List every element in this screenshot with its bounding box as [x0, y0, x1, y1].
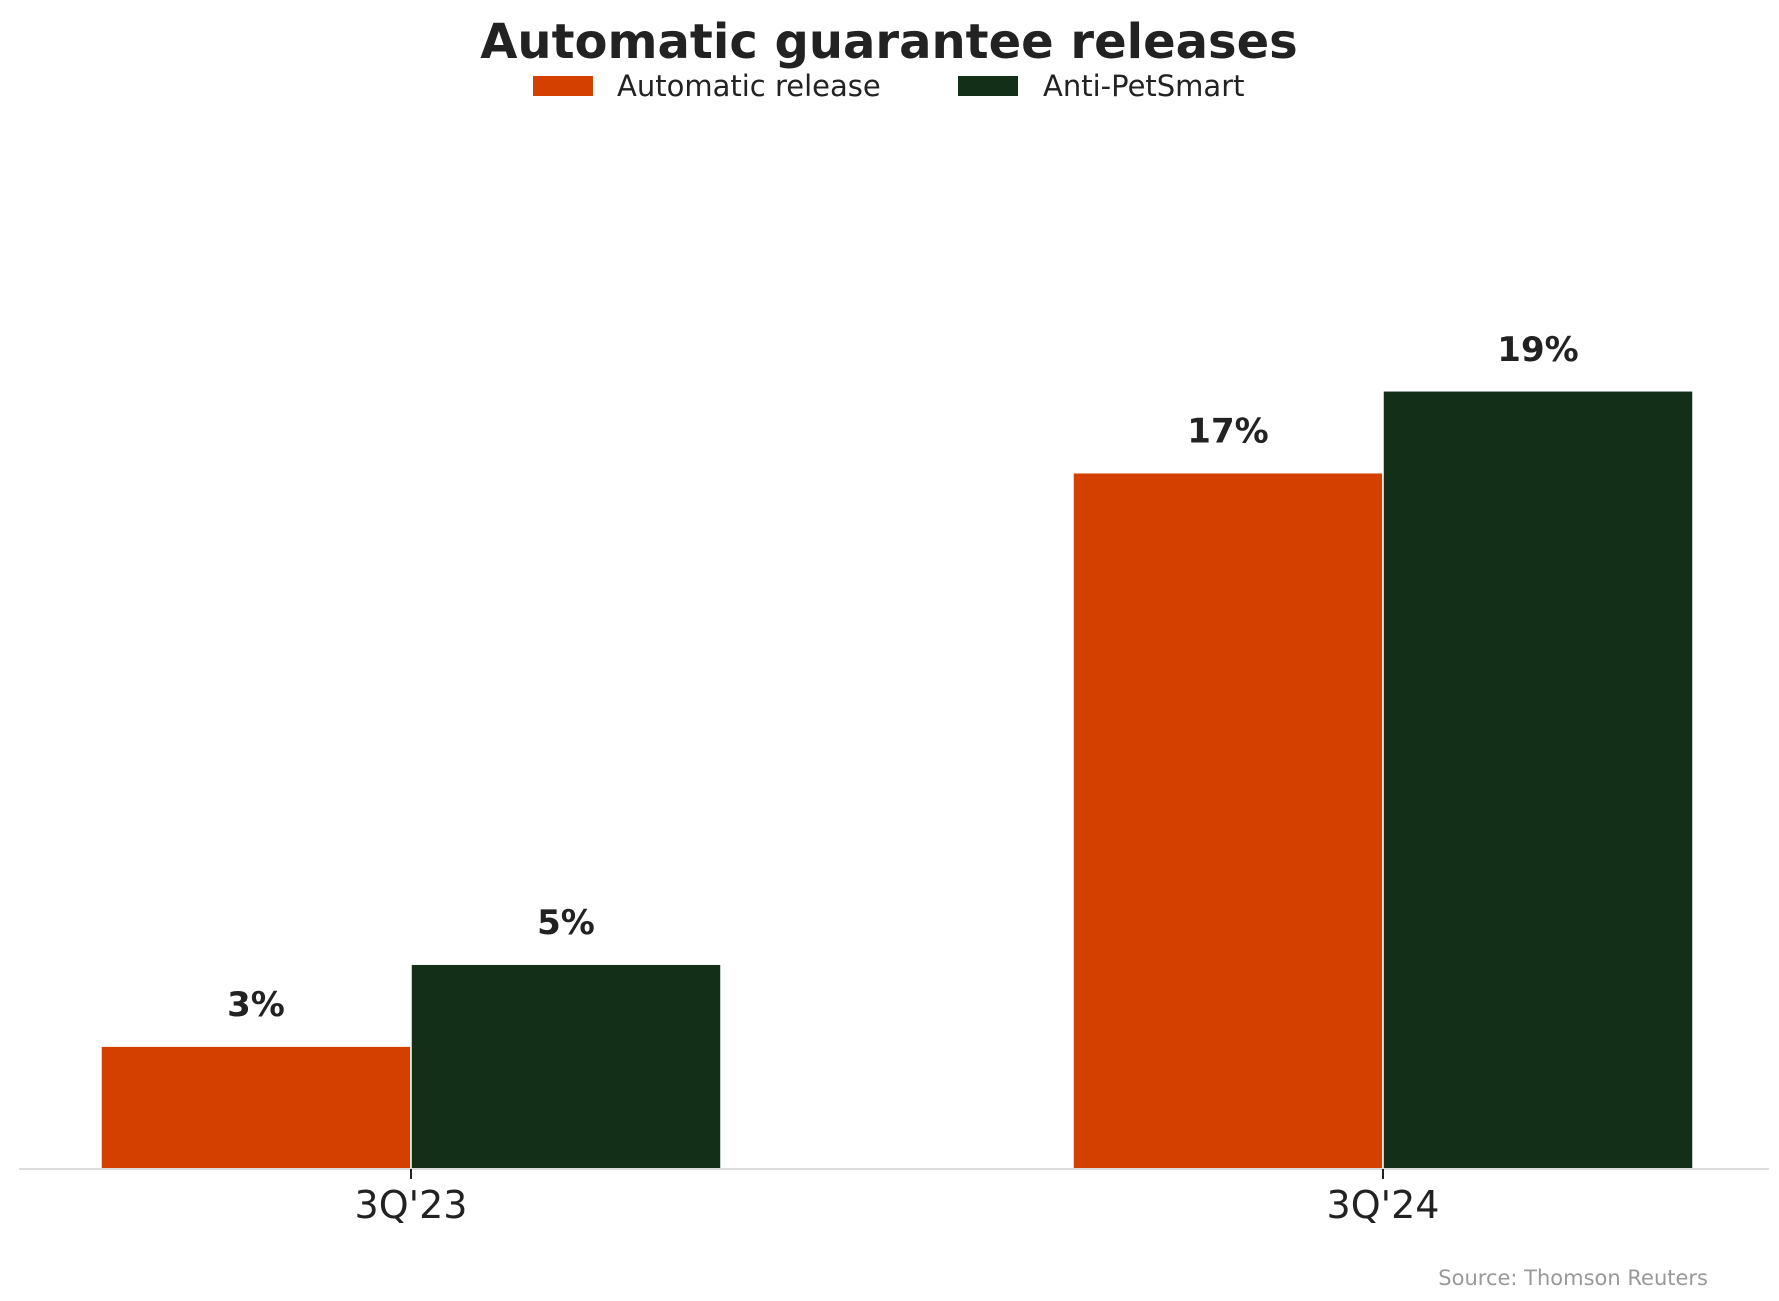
bar-automatic-release-3q-23 [100, 1045, 412, 1170]
bars [100, 390, 1694, 1170]
bar-automatic-release-3q-24 [1072, 471, 1384, 1170]
legend: Automatic release Anti-PetSmart [533, 69, 1245, 103]
x-axis-ticks: 3Q'23 3Q'24 [355, 1169, 1440, 1227]
value-labels: 3% 5% 17% 19% [227, 330, 1579, 1025]
bar-anti-petsmart-3q-24 [1382, 390, 1694, 1170]
value-label-anti-petsmart-3q-23: 5% [537, 903, 595, 943]
source-note: Source: Thomson Reuters [1438, 1266, 1708, 1290]
value-label-automatic-release-3q-23: 3% [227, 985, 285, 1025]
legend-swatch-automatic-release [533, 76, 593, 96]
chart-title: Automatic guarantee releases [480, 14, 1297, 70]
value-label-automatic-release-3q-24: 17% [1187, 412, 1268, 452]
x-tick-label-3q-24: 3Q'24 [1327, 1183, 1440, 1227]
value-label-anti-petsmart-3q-24: 19% [1497, 330, 1578, 370]
legend-swatch-anti-petsmart [958, 76, 1018, 96]
legend-label-anti-petsmart: Anti-PetSmart [1043, 69, 1245, 103]
legend-label-automatic-release: Automatic release [617, 69, 881, 103]
x-tick-label-3q-23: 3Q'23 [355, 1183, 468, 1227]
bar-anti-petsmart-3q-23 [410, 963, 722, 1170]
